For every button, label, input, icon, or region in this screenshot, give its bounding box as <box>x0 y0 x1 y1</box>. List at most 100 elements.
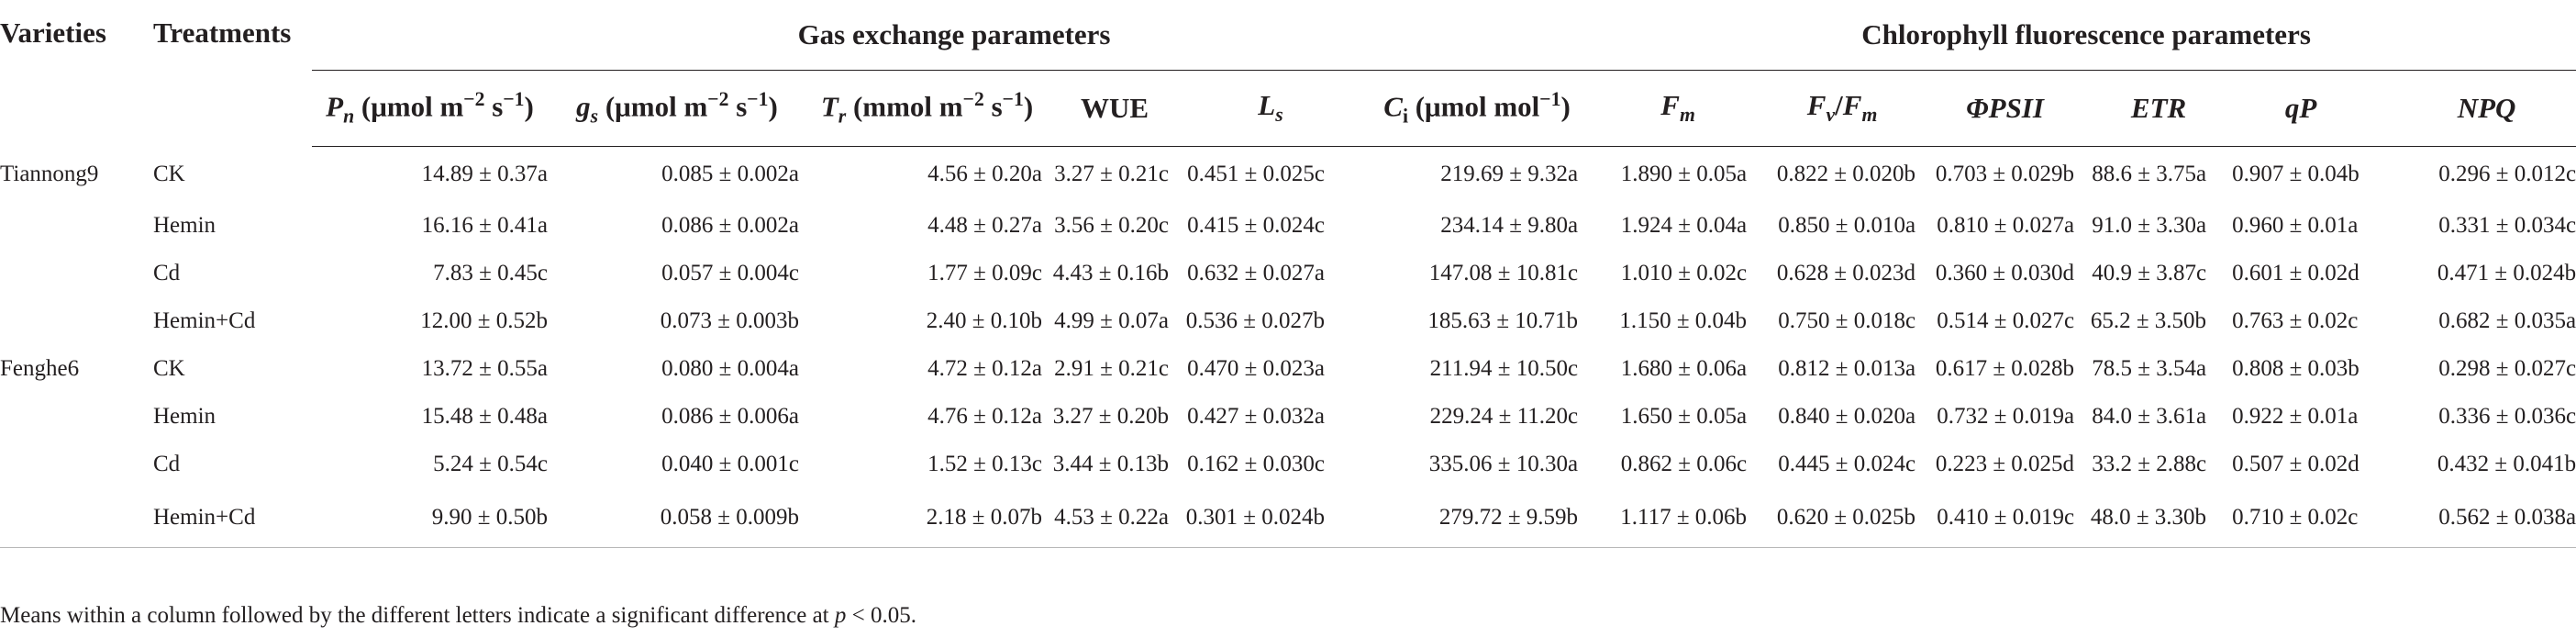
cell-pn: 12.00 ± 0.52b <box>420 308 548 333</box>
col-header-fvfm: Fv/Fm <box>1760 70 1926 147</box>
cell-wue: 3.27 ± 0.21c <box>1054 162 1169 186</box>
cell-fm: 1.010 ± 0.02c <box>1620 261 1748 285</box>
cell-phipsii: 0.732 ± 0.019a <box>1937 404 2075 429</box>
cell-tr: 4.48 ± 0.27a <box>927 213 1042 238</box>
cell-fm: 0.862 ± 0.06c <box>1620 452 1748 476</box>
cell-tr: 1.77 ± 0.09c <box>927 261 1042 285</box>
cell-ls: 0.301 ± 0.024b <box>1183 488 1358 548</box>
cell-qp: 0.960 ± 0.01a <box>2232 213 2359 238</box>
col-header-phipsii: ΦPSII <box>1925 70 2086 147</box>
cell-ls: 0.632 ± 0.027a <box>1187 261 1325 285</box>
cell-variety <box>0 441 151 488</box>
cell-phipsii: 0.514 ± 0.027c <box>1937 308 2075 333</box>
cell-pn: 7.83 ± 0.45c <box>433 261 548 285</box>
cell-wue: 3.56 ± 0.20c <box>1054 213 1169 238</box>
cell-tr: 1.52 ± 0.13c <box>927 452 1042 476</box>
cell-variety <box>0 202 151 250</box>
cell-gs: 0.080 ± 0.004a <box>661 356 799 381</box>
cell-fm: 1.924 ± 0.04a <box>1620 213 1748 238</box>
cell-phipsii: 0.617 ± 0.028b <box>1935 356 2075 381</box>
cell-pn: 16.16 ± 0.41a <box>421 213 548 238</box>
cell-wue: 3.44 ± 0.13b <box>1052 452 1169 476</box>
col-header-fm: Fm <box>1596 70 1760 147</box>
varieties-header: Varieties <box>0 17 106 49</box>
cell-fm: 1.117 ± 0.06b <box>1596 488 1760 548</box>
cell-tr: 4.76 ± 0.12a <box>927 404 1042 429</box>
table-row: Hemin 16.16 ± 0.41a 0.086 ± 0.002a 4.48 ± 0… <box>0 202 2576 250</box>
cell-treatment: Hemin+Cd <box>151 488 312 548</box>
cell-fvfm: 0.822 ± 0.020b <box>1776 162 1916 186</box>
cell-pn: 14.89 ± 0.37a <box>421 162 548 186</box>
cell-phipsii: 0.703 ± 0.029b <box>1935 162 2075 186</box>
treatments-header: Treatments <box>153 17 292 49</box>
col-header-gs: gs (μmol m−2 s−1) <box>555 70 812 147</box>
cell-variety <box>0 488 151 548</box>
cell-npq: 0.471 ± 0.024b <box>2437 261 2576 285</box>
cell-npq: 0.682 ± 0.035a <box>2438 308 2576 333</box>
cell-etr: 65.2 ± 3.50b <box>2090 308 2207 333</box>
cell-etr: 84.0 ± 3.61a <box>2092 404 2207 429</box>
col-header-tr: Tr (mmol m−2 s−1) <box>812 70 1046 147</box>
cell-gs: 0.057 ± 0.004c <box>661 261 799 285</box>
cell-fvfm: 0.840 ± 0.020a <box>1778 404 1916 429</box>
cell-ci: 234.14 ± 9.80a <box>1440 213 1579 238</box>
cell-etr: 33.2 ± 2.88c <box>2092 452 2207 476</box>
cell-etr: 78.5 ± 3.54a <box>2092 356 2207 381</box>
results-table: Varieties Treatments Gas exchange parame… <box>0 0 2576 548</box>
cell-treatment: CK <box>153 161 185 186</box>
cell-fm: 1.650 ± 0.05a <box>1620 404 1748 429</box>
cell-pn: 9.90 ± 0.50b <box>312 488 555 548</box>
cell-qp: 0.808 ± 0.03b <box>2232 356 2359 381</box>
cell-wue: 2.91 ± 0.21c <box>1054 356 1169 381</box>
cell-etr: 48.0 ± 3.30b <box>2085 488 2233 548</box>
cell-gs: 0.086 ± 0.002a <box>661 213 799 238</box>
cell-fvfm: 0.850 ± 0.010a <box>1778 213 1916 238</box>
cell-fm: 1.890 ± 0.05a <box>1620 162 1748 186</box>
footnote: Means within a column followed by the di… <box>0 603 916 628</box>
cell-ls: 0.470 ± 0.023a <box>1187 356 1325 381</box>
table-body: Tiannong9 CK 14.89 ± 0.37a 0.085 ± 0.002a 4.… <box>0 147 2576 548</box>
cell-pn: 13.72 ± 0.55a <box>421 356 548 381</box>
cell-fm: 1.150 ± 0.04b <box>1619 308 1748 333</box>
cell-gs: 0.073 ± 0.003b <box>660 308 799 333</box>
cell-ls: 0.427 ± 0.032a <box>1187 404 1325 429</box>
cell-fvfm: 0.445 ± 0.024c <box>1778 452 1916 476</box>
cell-treatment: CK <box>153 356 185 381</box>
cell-ci: 229.24 ± 11.20c <box>1429 404 1579 429</box>
col-header-ci: Ci (μmol mol−1) <box>1358 70 1597 147</box>
cell-fvfm: 0.620 ± 0.025b <box>1760 488 1926 548</box>
cell-tr: 4.72 ± 0.12a <box>927 356 1042 381</box>
table-row: Hemin+Cd 9.90 ± 0.50b 0.058 ± 0.009b 2.18 ±… <box>0 488 2576 548</box>
cell-treatment: Hemin <box>153 404 217 429</box>
cell-treatment: Cd <box>153 452 181 476</box>
table-row: Tiannong9 CK 14.89 ± 0.37a 0.085 ± 0.002a 4.… <box>0 147 2576 203</box>
cell-pn: 5.24 ± 0.54c <box>433 452 548 476</box>
cell-variety <box>0 297 151 345</box>
cell-ci: 219.69 ± 9.32a <box>1440 162 1579 186</box>
cell-phipsii: 0.360 ± 0.030d <box>1935 261 2075 285</box>
cell-qp: 0.763 ± 0.02c <box>2232 308 2359 333</box>
col-header-npq: NPQ <box>2370 70 2576 147</box>
cell-qp: 0.507 ± 0.02d <box>2232 452 2359 476</box>
col-header-pn: Pn (μmol m−2 s−1) <box>312 70 555 147</box>
cell-npq: 0.432 ± 0.041b <box>2437 452 2576 476</box>
cell-treatment: Hemin <box>153 213 217 238</box>
cell-gs: 0.040 ± 0.001c <box>661 452 799 476</box>
table-row: Cd 7.83 ± 0.45c 0.057 ± 0.004c 1.77 ± 0.09c… <box>0 250 2576 297</box>
col-header-qp: qP <box>2232 70 2371 147</box>
cell-pn: 15.48 ± 0.48a <box>421 404 548 429</box>
cell-fvfm: 0.750 ± 0.018c <box>1778 308 1916 333</box>
table-row: Hemin+Cd 12.00 ± 0.52b 0.073 ± 0.003b 2.40 … <box>0 297 2576 345</box>
cell-fvfm: 0.812 ± 0.013a <box>1778 356 1916 381</box>
cell-ci: 335.06 ± 10.30a <box>1428 452 1579 476</box>
col-header-etr: ETR <box>2085 70 2233 147</box>
cell-phipsii: 0.223 ± 0.025d <box>1935 452 2075 476</box>
cell-wue: 3.27 ± 0.20b <box>1052 404 1169 429</box>
cell-gs: 0.086 ± 0.006a <box>661 404 799 429</box>
cell-phipsii: 0.410 ± 0.019c <box>1925 488 2086 548</box>
cell-gs: 0.058 ± 0.009b <box>555 488 812 548</box>
cell-npq: 0.298 ± 0.027c <box>2438 356 2576 381</box>
cell-qp: 0.922 ± 0.01a <box>2232 404 2359 429</box>
cell-fm: 1.680 ± 0.06a <box>1620 356 1748 381</box>
cell-variety <box>0 250 151 297</box>
